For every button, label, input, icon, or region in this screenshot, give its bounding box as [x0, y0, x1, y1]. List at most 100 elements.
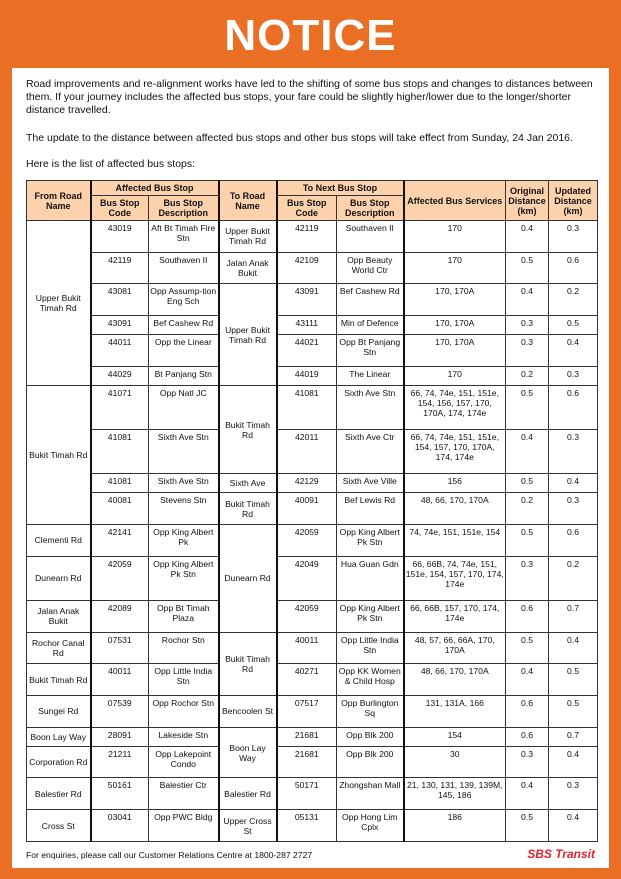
code-cell: 44029: [89, 365, 149, 386]
next-description-cell: Southaven II: [336, 220, 405, 253]
next-description-cell: Sixth Ave Ctr: [336, 429, 405, 475]
from-road-cell: Balestier Rd: [26, 777, 91, 811]
header-cell: Bus Stop Code: [89, 195, 149, 221]
table-row: 40081 Stevens Stn Bukit Timah Rd 40091 Bef L…: [27, 492, 599, 526]
next-description-cell: Opp Burlington Sq: [336, 695, 405, 728]
from-road-cell: Clementi Rd: [26, 524, 91, 557]
code-cell: 50161: [89, 777, 149, 811]
header-cell: Bus Stop Description: [336, 195, 405, 221]
from-road-cell: Corporation Rd: [26, 745, 91, 779]
services-cell: 66, 66B, 74, 74e, 151, 151e, 154, 157, 1…: [402, 555, 507, 602]
table-row: Corporation Rd 21211 Opp Lakepoint Condo 21…: [26, 745, 599, 779]
updated-cell: 0.2: [548, 283, 599, 317]
code-cell: 07539: [89, 695, 149, 728]
next-code-cell: 44021: [275, 334, 338, 367]
updated-cell: 0.4: [548, 809, 599, 842]
next-code-cell: 44019: [275, 365, 338, 386]
services-cell: 170: [402, 220, 507, 253]
updated-cell: 0.5: [548, 315, 599, 336]
services-cell: 170: [402, 365, 507, 386]
next-code-cell: 40271: [275, 663, 338, 697]
to-road-cell: Upper Bukit Timah Rd: [217, 220, 278, 253]
from-road-cell: Upper Bukit Timah Rd: [26, 220, 91, 386]
original-cell: 0.3: [505, 745, 550, 779]
services-cell: 156: [402, 473, 507, 494]
description-cell: Opp Bt Timah Plaza: [147, 600, 220, 633]
table-row: 41081 Sixth Ave Stn 42011 Sixth Ave Ctr 66, …: [27, 429, 599, 475]
updated-cell: 0.6: [548, 384, 599, 431]
updated-cell: 0.6: [548, 524, 599, 557]
next-description-cell: Opp Beauty World Ctr: [336, 251, 405, 285]
table-row: 44011 Opp the Linear 44021 Opp Bt Panjang S…: [27, 334, 599, 367]
next-code-cell: 40091: [275, 492, 338, 526]
table-row: 43081 Opp Assump-tion Eng Sch Upper Bukit …: [27, 283, 599, 386]
table-body: Upper Bukit Timah Rd 43019 Aft Bt Timah Fi…: [26, 220, 599, 842]
to-road-cell: Sixth Ave: [217, 473, 278, 494]
next-description-cell: Min of Defence: [336, 315, 405, 336]
next-code-cell: 42049: [275, 555, 338, 602]
to-road-cell: Upper Bukit Timah Rd: [217, 283, 278, 386]
description-cell: Opp Rochor Stn: [147, 695, 220, 728]
services-cell: 30: [402, 745, 507, 779]
description-cell: Opp Natl JC: [147, 384, 220, 431]
table-row: Clementi Rd 42141 Opp King Albert Pk Dunear…: [26, 524, 599, 633]
updated-cell: 0.4: [548, 473, 599, 494]
header-cell: Bus Stop Code: [275, 195, 338, 221]
next-description-cell: Bef Lewis Rd: [336, 492, 405, 526]
next-description-cell: Opp Bt Panjang Stn: [336, 334, 405, 367]
next-code-cell: 43091: [275, 283, 338, 317]
description-cell: Balestier Ctr: [147, 777, 220, 811]
next-code-cell: 42109: [275, 251, 338, 285]
from-road-cell: Jalan Anak Bukit: [26, 600, 91, 633]
original-cell: 0.5: [505, 384, 550, 431]
header-cell: To Next Bus Stop: [275, 180, 405, 196]
services-cell: 170: [402, 251, 507, 285]
notice-title: NOTICE: [224, 11, 397, 60]
services-cell: 48, 66, 170, 170A: [402, 492, 507, 526]
updated-cell: 0.3: [548, 492, 599, 526]
next-code-cell: 42059: [275, 524, 338, 557]
description-cell: Opp King Albert Pk: [147, 524, 220, 557]
header-cell: Affected Bus Services: [402, 180, 507, 221]
from-road-cell: Bukit Timah Rd: [26, 384, 91, 526]
to-road-cell: Jalan Anak Bukit: [217, 251, 278, 285]
next-code-cell: 05131: [275, 809, 338, 842]
table-row: Jalan Anak Bukit 42089 Opp Bt Timah Plaza 4…: [26, 600, 599, 633]
table-row: Upper Bukit Timah Rd 43019 Aft Bt Timah Fi…: [26, 220, 599, 386]
next-code-cell: 40011: [275, 631, 338, 665]
table-row: Sungei Rd 07539 Opp Rochor Stn Bencoolen St…: [26, 695, 599, 728]
code-cell: 42089: [89, 600, 149, 633]
updated-cell: 0.5: [548, 663, 599, 697]
original-cell: 0.4: [505, 283, 550, 317]
table-row: 44029 Bt Panjang Stn 44019 The Linear 170 0.2…: [27, 365, 599, 386]
code-cell: 41081: [89, 473, 149, 494]
original-cell: 0.5: [505, 251, 550, 285]
code-cell: 42119: [89, 251, 149, 285]
next-code-cell: 21681: [275, 745, 338, 779]
updated-cell: 0.7: [548, 726, 599, 747]
next-code-cell: 43111: [275, 315, 338, 336]
code-cell: 42059: [89, 555, 149, 602]
header-cell: Bus Stop Description: [147, 195, 220, 221]
to-road-cell: Bukit Timah Rd: [217, 384, 278, 475]
to-road-cell: Bukit Timah Rd: [217, 492, 278, 526]
services-cell: 66, 74, 74e, 151, 151e, 154, 157, 170, 1…: [402, 429, 507, 475]
table-row: Cross St 03041 Opp PWC Bldg Upper Cross St 0…: [26, 809, 599, 842]
next-description-cell: Opp King Albert Pk Stn: [336, 600, 405, 633]
services-cell: 186: [402, 809, 507, 842]
updated-cell: 0.5: [548, 695, 599, 728]
services-cell: 48, 57, 66, 66A, 170, 170A: [402, 631, 507, 665]
code-cell: 41071: [89, 384, 149, 431]
original-cell: 0.4: [505, 220, 550, 253]
services-cell: 170, 170A: [402, 283, 507, 317]
table-row: 43091 Bef Cashew Rd 43111 Min of Defence 170…: [27, 315, 599, 336]
updated-cell: 0.7: [548, 600, 599, 633]
updated-cell: 0.3: [548, 365, 599, 386]
code-cell: 03041: [89, 809, 149, 842]
original-cell: 0.5: [505, 631, 550, 665]
next-description-cell: Opp King Albert Pk Stn: [336, 524, 405, 557]
next-code-cell: 42129: [275, 473, 338, 494]
next-description-cell: Zhongshan Mall: [336, 777, 405, 811]
description-cell: Rochor Stn: [147, 631, 220, 665]
code-cell: 44011: [89, 334, 149, 367]
